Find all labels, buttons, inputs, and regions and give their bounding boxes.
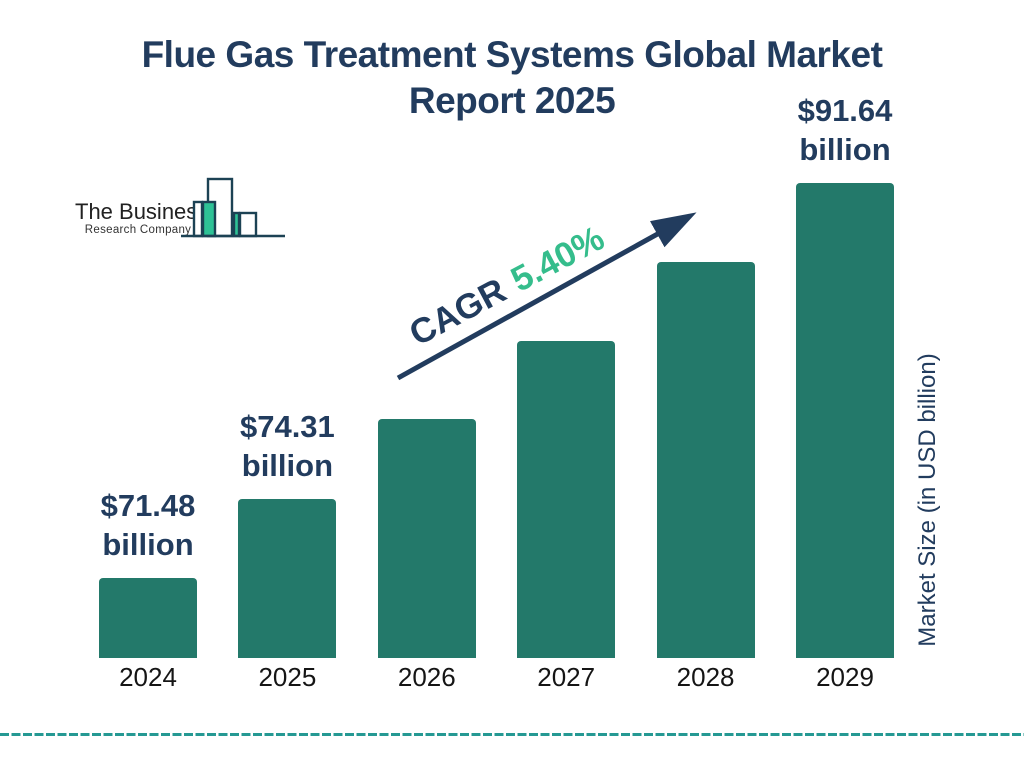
value-label-2029: $91.64 billion: [797, 93, 893, 167]
x-tick-2024: 2024: [119, 662, 177, 692]
x-tick-2027: 2027: [537, 662, 596, 692]
page-title: Flue Gas Treatment Systems Global Market…: [0, 32, 1024, 124]
bar-2024: [99, 578, 197, 658]
value-label-2025: $74.31 billion: [239, 409, 335, 483]
logo-name: The Business: [75, 199, 209, 224]
bar-2027: [517, 341, 616, 658]
y-axis-label: Market Size (in USD billion): [914, 353, 941, 647]
x-tick-2026: 2026: [397, 662, 456, 692]
bar-2026: [377, 419, 476, 658]
bar-2028: [656, 262, 755, 658]
bar-2029: [796, 183, 894, 658]
logo-text: The Business Research Company: [75, 199, 209, 237]
x-tick-2029: 2029: [816, 662, 874, 692]
logo-subname: Research Company: [84, 224, 192, 236]
bar-2025: [238, 499, 337, 658]
page-title-line1: Flue Gas Treatment Systems Global Market: [141, 34, 883, 75]
logo: The Business Research Company: [75, 174, 290, 246]
value-label-2024: $71.48 billion: [100, 488, 196, 562]
bottom-dashed-divider: [0, 733, 1024, 736]
logo-bars-icon: [181, 177, 285, 238]
x-tick-2025: 2025: [258, 662, 317, 692]
x-tick-2028: 2028: [676, 662, 735, 692]
page-title-line2: Report 2025: [408, 80, 616, 121]
